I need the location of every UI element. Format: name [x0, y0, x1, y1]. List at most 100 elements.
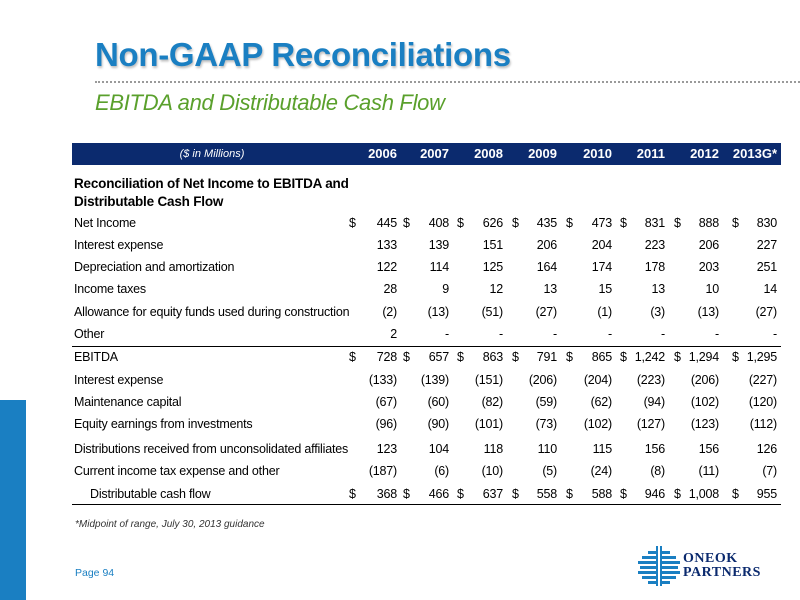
table-row: Distributions received from unconsolidat…	[72, 439, 781, 459]
table-row: Net Income $445 $408 $626 $435 $473 $831 $888 $8…	[72, 213, 781, 233]
oneok-logo-icon	[638, 546, 680, 586]
cell-value: 9	[442, 282, 449, 296]
cell-value: 368	[376, 487, 397, 501]
cell-value: 588	[591, 487, 612, 501]
cell-value: (82)	[481, 395, 504, 409]
dollar-sign: $	[403, 487, 410, 501]
page-number: Page 94	[75, 567, 115, 579]
dollar-sign: $	[732, 216, 739, 230]
logo-line2: PARTNERS	[683, 565, 761, 580]
cell-value: 946	[644, 487, 665, 501]
cell-value: 174	[591, 260, 612, 274]
dollar-sign: $	[620, 216, 627, 230]
dollar-sign: $	[566, 487, 573, 501]
table-row: EBITDA $728 $657 $863 $791 $865 $1,242 $1,294 $1…	[72, 346, 781, 367]
page-title: Non-GAAP Reconciliations	[95, 36, 511, 73]
section-heading: Reconciliation of Net Income to EBITDA a…	[74, 175, 349, 211]
cell-value: -	[553, 327, 557, 341]
row-label: EBITDA	[74, 350, 118, 364]
cell-value: (223)	[636, 373, 665, 387]
row-label: Current income tax expense and other	[74, 464, 280, 478]
row-label: Allowance for equity funds used during c…	[74, 305, 350, 319]
cell-value: 888	[698, 216, 719, 230]
cell-value: (73)	[535, 417, 558, 431]
cell-value: (187)	[368, 464, 397, 478]
cell-value: -	[773, 327, 777, 341]
cell-value: (62)	[590, 395, 613, 409]
dollar-sign: $	[566, 350, 573, 364]
cell-value: 558	[536, 487, 557, 501]
page-subtitle: EBITDA and Distributable Cash Flow	[95, 90, 445, 115]
row-label: Depreciation and amortization	[74, 260, 235, 274]
title-divider	[95, 81, 800, 83]
cell-value: 251	[756, 260, 777, 274]
cell-value: 445	[376, 216, 397, 230]
cell-value: 115	[592, 442, 613, 456]
cell-value: 164	[536, 260, 557, 274]
cell-value: (13)	[427, 305, 450, 319]
table-row: Interest expense (133) (139) (151) (206) (204…	[72, 370, 781, 390]
table-row: Other 2 - - - - - - -	[72, 324, 781, 344]
dollar-sign: $	[457, 350, 464, 364]
cell-value: (6)	[434, 464, 449, 478]
dollar-sign: $	[512, 487, 519, 501]
row-label: Income taxes	[74, 282, 146, 296]
year-header: 2006	[368, 146, 397, 161]
cell-value: (10)	[481, 464, 504, 478]
cell-value: 178	[644, 260, 665, 274]
cell-value: 122	[376, 260, 397, 274]
cell-value: (96)	[375, 417, 398, 431]
cell-value: (7)	[762, 464, 777, 478]
dollar-sign: $	[349, 487, 356, 501]
cell-value: 13	[651, 282, 665, 296]
cell-value: (8)	[650, 464, 665, 478]
cell-value: (204)	[583, 373, 612, 387]
cell-value: -	[715, 327, 719, 341]
dollar-sign: $	[732, 487, 739, 501]
cell-value: (13)	[697, 305, 720, 319]
year-header: 2009	[528, 146, 557, 161]
cell-value: 2	[390, 327, 397, 341]
dollar-sign: $	[457, 216, 464, 230]
cell-value: (11)	[698, 464, 719, 478]
cell-value: 955	[756, 487, 777, 501]
cell-value: 139	[428, 238, 449, 252]
dollar-sign: $	[512, 216, 519, 230]
row-label: Distributable cash flow	[90, 487, 211, 501]
cell-value: 227	[756, 238, 777, 252]
table-row: Interest expense 133 139 151 206 204 223 206 227	[72, 235, 781, 255]
cell-value: (59)	[535, 395, 558, 409]
cell-value: -	[499, 327, 503, 341]
cell-value: 473	[591, 216, 612, 230]
cell-value: (90)	[427, 417, 450, 431]
dollar-sign: $	[620, 350, 627, 364]
cell-value: (27)	[755, 305, 778, 319]
cell-value: 657	[428, 350, 449, 364]
year-header: 2007	[420, 146, 449, 161]
row-label: Interest expense	[74, 373, 164, 387]
units-label: ($ in Millions)	[179, 148, 245, 160]
cell-value: 435	[536, 216, 557, 230]
row-label: Equity earnings from investments	[74, 417, 253, 431]
year-header: 2008	[474, 146, 503, 161]
cell-value: 865	[591, 350, 612, 364]
table-row: Depreciation and amortization 122 114 125 16…	[72, 257, 781, 277]
dollar-sign: $	[349, 350, 356, 364]
dollar-sign: $	[512, 350, 519, 364]
cell-value: 10	[705, 282, 719, 296]
cell-value: 12	[489, 282, 503, 296]
cell-value: 1,242	[634, 350, 665, 364]
dollar-sign: $	[674, 487, 681, 501]
cell-value: (102)	[583, 417, 612, 431]
dollar-sign: $	[674, 216, 681, 230]
dollar-sign: $	[349, 216, 356, 230]
left-accent-bar	[0, 400, 26, 600]
cell-value: (133)	[368, 373, 397, 387]
cell-value: 831	[644, 216, 665, 230]
cell-value: (1)	[597, 305, 612, 319]
cell-value: 14	[763, 282, 777, 296]
logo-line1: ONEOK	[683, 551, 738, 566]
cell-value: 206	[536, 238, 557, 252]
cell-value: 110	[537, 442, 558, 456]
table-row: Equity earnings from investments (96) (90)…	[72, 414, 781, 434]
